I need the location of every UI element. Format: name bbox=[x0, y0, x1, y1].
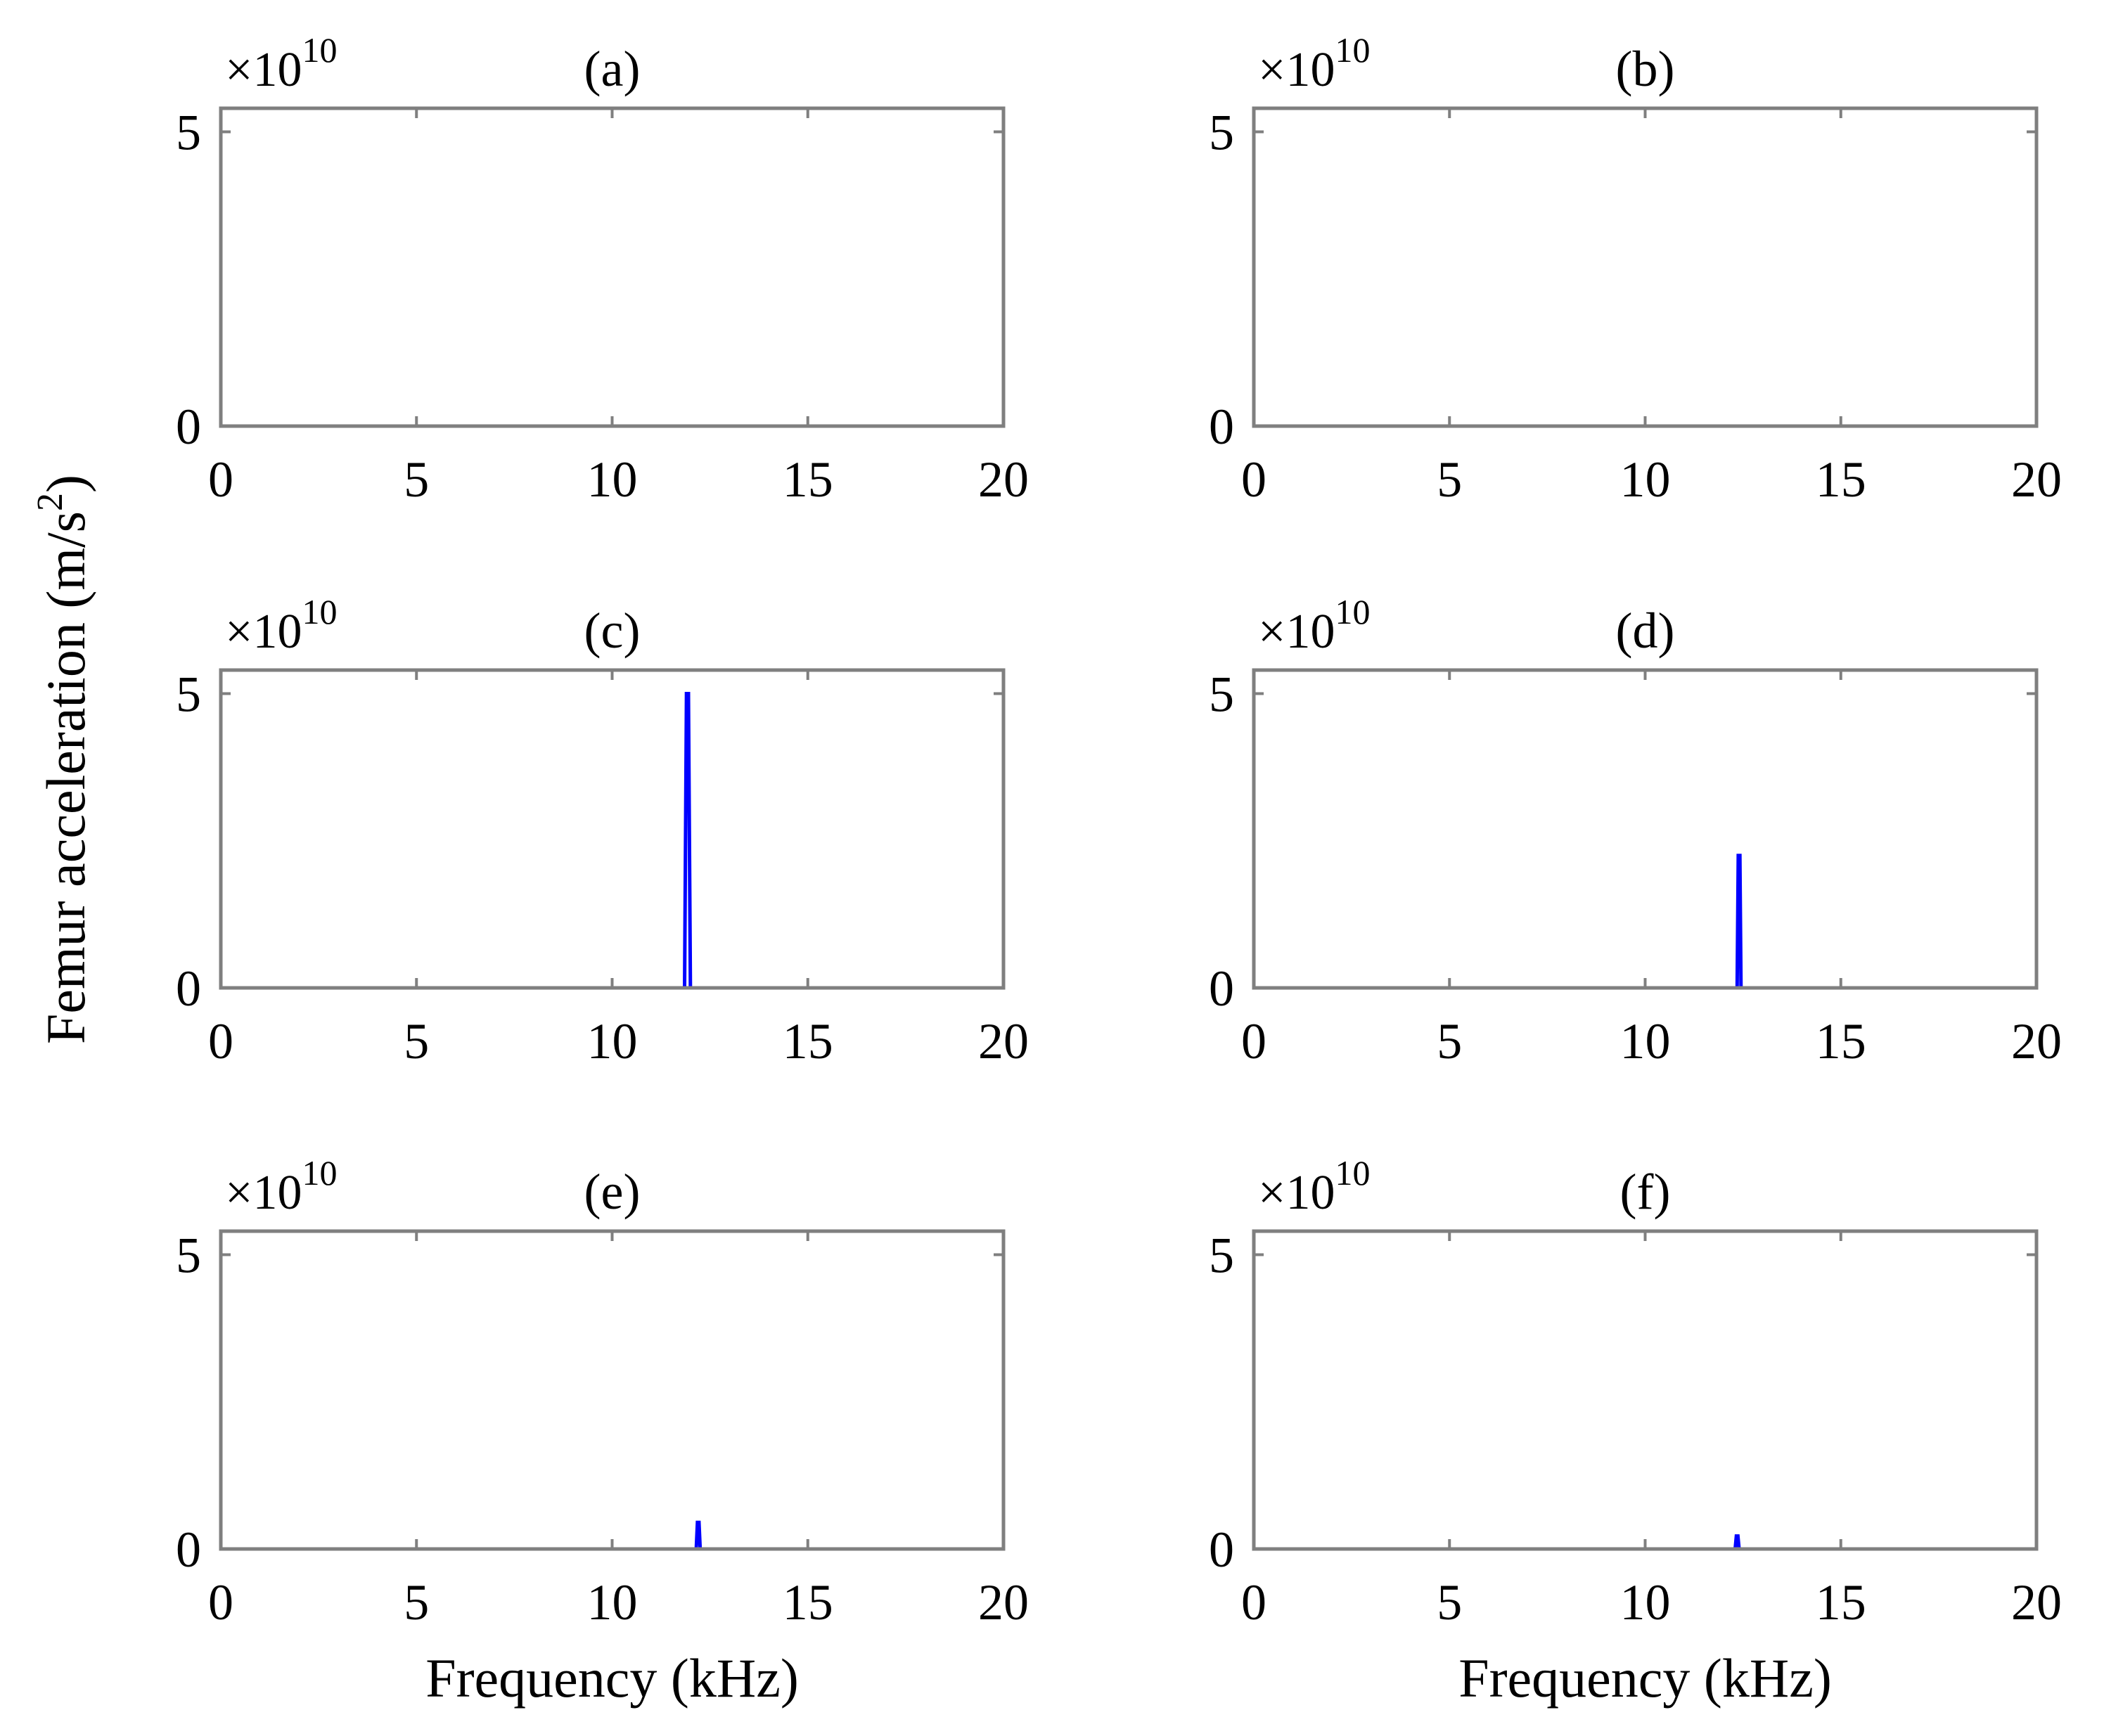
subplot-title: (d) bbox=[1616, 603, 1675, 659]
subplot-title: (a) bbox=[584, 41, 641, 97]
y-tick-label: 0 bbox=[176, 399, 201, 455]
axes-frame bbox=[219, 106, 1006, 428]
multiplier-exponent: 10 bbox=[1335, 592, 1370, 631]
y-tick-label: 5 bbox=[176, 1227, 201, 1283]
axes-frame bbox=[1252, 1229, 2039, 1551]
multiplier-exponent: 10 bbox=[302, 1153, 337, 1192]
x-tick-label: 20 bbox=[2011, 1013, 2062, 1069]
series-line-0 bbox=[1254, 854, 2036, 990]
y-tick-label: 0 bbox=[1209, 960, 1234, 1017]
axes-frame bbox=[1252, 106, 2039, 428]
x-tick-label: 15 bbox=[783, 451, 833, 508]
multiplier-base: ×10 bbox=[1258, 1166, 1335, 1220]
subplot-title: (c) bbox=[584, 603, 641, 659]
x-tick-label: 20 bbox=[2011, 451, 2062, 508]
x-tick-label: 15 bbox=[1816, 451, 1866, 508]
x-axis-label: Frequency (kHz) bbox=[1458, 1647, 1832, 1709]
x-tick-label: 20 bbox=[978, 1013, 1029, 1069]
x-tick-label: 20 bbox=[2011, 1574, 2062, 1631]
subplot-title: (e) bbox=[584, 1164, 641, 1220]
x-tick-label: 10 bbox=[587, 451, 638, 508]
y-axis-label: Femur acceleration (m/s2) bbox=[30, 475, 96, 1044]
y-axis-multiplier: ×1010 bbox=[225, 1153, 337, 1220]
x-tick-label: 0 bbox=[1241, 1013, 1266, 1069]
axes-frame bbox=[1252, 668, 2039, 990]
y-axis-multiplier: ×1010 bbox=[225, 30, 337, 97]
y-axis-multiplier: ×1010 bbox=[1258, 592, 1370, 659]
y-tick-label: 5 bbox=[1209, 666, 1234, 722]
x-tick-label: 15 bbox=[1816, 1013, 1866, 1069]
x-tick-label: 10 bbox=[587, 1574, 638, 1631]
x-tick-label: 20 bbox=[978, 1574, 1029, 1631]
x-axis-label: Frequency (kHz) bbox=[425, 1647, 799, 1709]
multiplier-base: ×10 bbox=[1258, 605, 1335, 659]
y-axis-multiplier: ×1010 bbox=[225, 592, 337, 659]
x-tick-label: 5 bbox=[404, 1574, 429, 1631]
y-tick-label: 5 bbox=[176, 666, 201, 722]
x-tick-label: 5 bbox=[1437, 1574, 1462, 1631]
y-tick-label: 0 bbox=[1209, 399, 1234, 455]
y-tick-label: 5 bbox=[1209, 104, 1234, 160]
y-axis-multiplier: ×1010 bbox=[1258, 1153, 1370, 1220]
y-axis-label-text: Femur acceleration (m/s bbox=[35, 511, 96, 1044]
x-tick-label: 5 bbox=[404, 451, 429, 508]
x-tick-label: 0 bbox=[1241, 451, 1266, 508]
x-tick-label: 5 bbox=[404, 1013, 429, 1069]
multiplier-base: ×10 bbox=[1258, 43, 1335, 97]
x-tick-label: 5 bbox=[1437, 451, 1462, 508]
y-tick-label: 0 bbox=[1209, 1522, 1234, 1578]
x-tick-label: 10 bbox=[1620, 1013, 1671, 1069]
x-tick-label: 15 bbox=[783, 1574, 833, 1631]
axes-frame bbox=[219, 668, 1006, 990]
y-axis-label-exponent: 2 bbox=[30, 493, 70, 511]
multiplier-exponent: 10 bbox=[302, 30, 337, 70]
multiplier-base: ×10 bbox=[225, 1166, 302, 1220]
x-tick-label: 5 bbox=[1437, 1013, 1462, 1069]
y-tick-label: 0 bbox=[176, 1522, 201, 1578]
y-tick-label: 5 bbox=[1209, 1227, 1234, 1283]
x-tick-label: 15 bbox=[1816, 1574, 1866, 1631]
axes-frame bbox=[219, 1229, 1006, 1551]
multiplier-exponent: 10 bbox=[1335, 1153, 1370, 1192]
x-tick-label: 10 bbox=[1620, 451, 1671, 508]
x-tick-label: 0 bbox=[208, 1013, 233, 1069]
x-tick-label: 15 bbox=[783, 1013, 833, 1069]
x-tick-label: 0 bbox=[208, 451, 233, 508]
multiplier-base: ×10 bbox=[225, 43, 302, 97]
subplot-title: (b) bbox=[1616, 41, 1675, 97]
x-tick-label: 0 bbox=[1241, 1574, 1266, 1631]
y-axis-multiplier: ×1010 bbox=[1258, 30, 1370, 97]
subplot-title: (f) bbox=[1620, 1164, 1671, 1220]
x-tick-label: 0 bbox=[208, 1574, 233, 1631]
multiplier-exponent: 10 bbox=[1335, 30, 1370, 70]
y-axis-label-close: ) bbox=[35, 475, 96, 493]
x-tick-label: 10 bbox=[587, 1013, 638, 1069]
multiplier-exponent: 10 bbox=[302, 592, 337, 631]
x-tick-label: 10 bbox=[1620, 1574, 1671, 1631]
x-tick-label: 20 bbox=[978, 451, 1029, 508]
multiplier-base: ×10 bbox=[225, 605, 302, 659]
y-tick-label: 5 bbox=[176, 104, 201, 160]
series-line-0 bbox=[221, 692, 1003, 990]
y-tick-label: 0 bbox=[176, 960, 201, 1017]
